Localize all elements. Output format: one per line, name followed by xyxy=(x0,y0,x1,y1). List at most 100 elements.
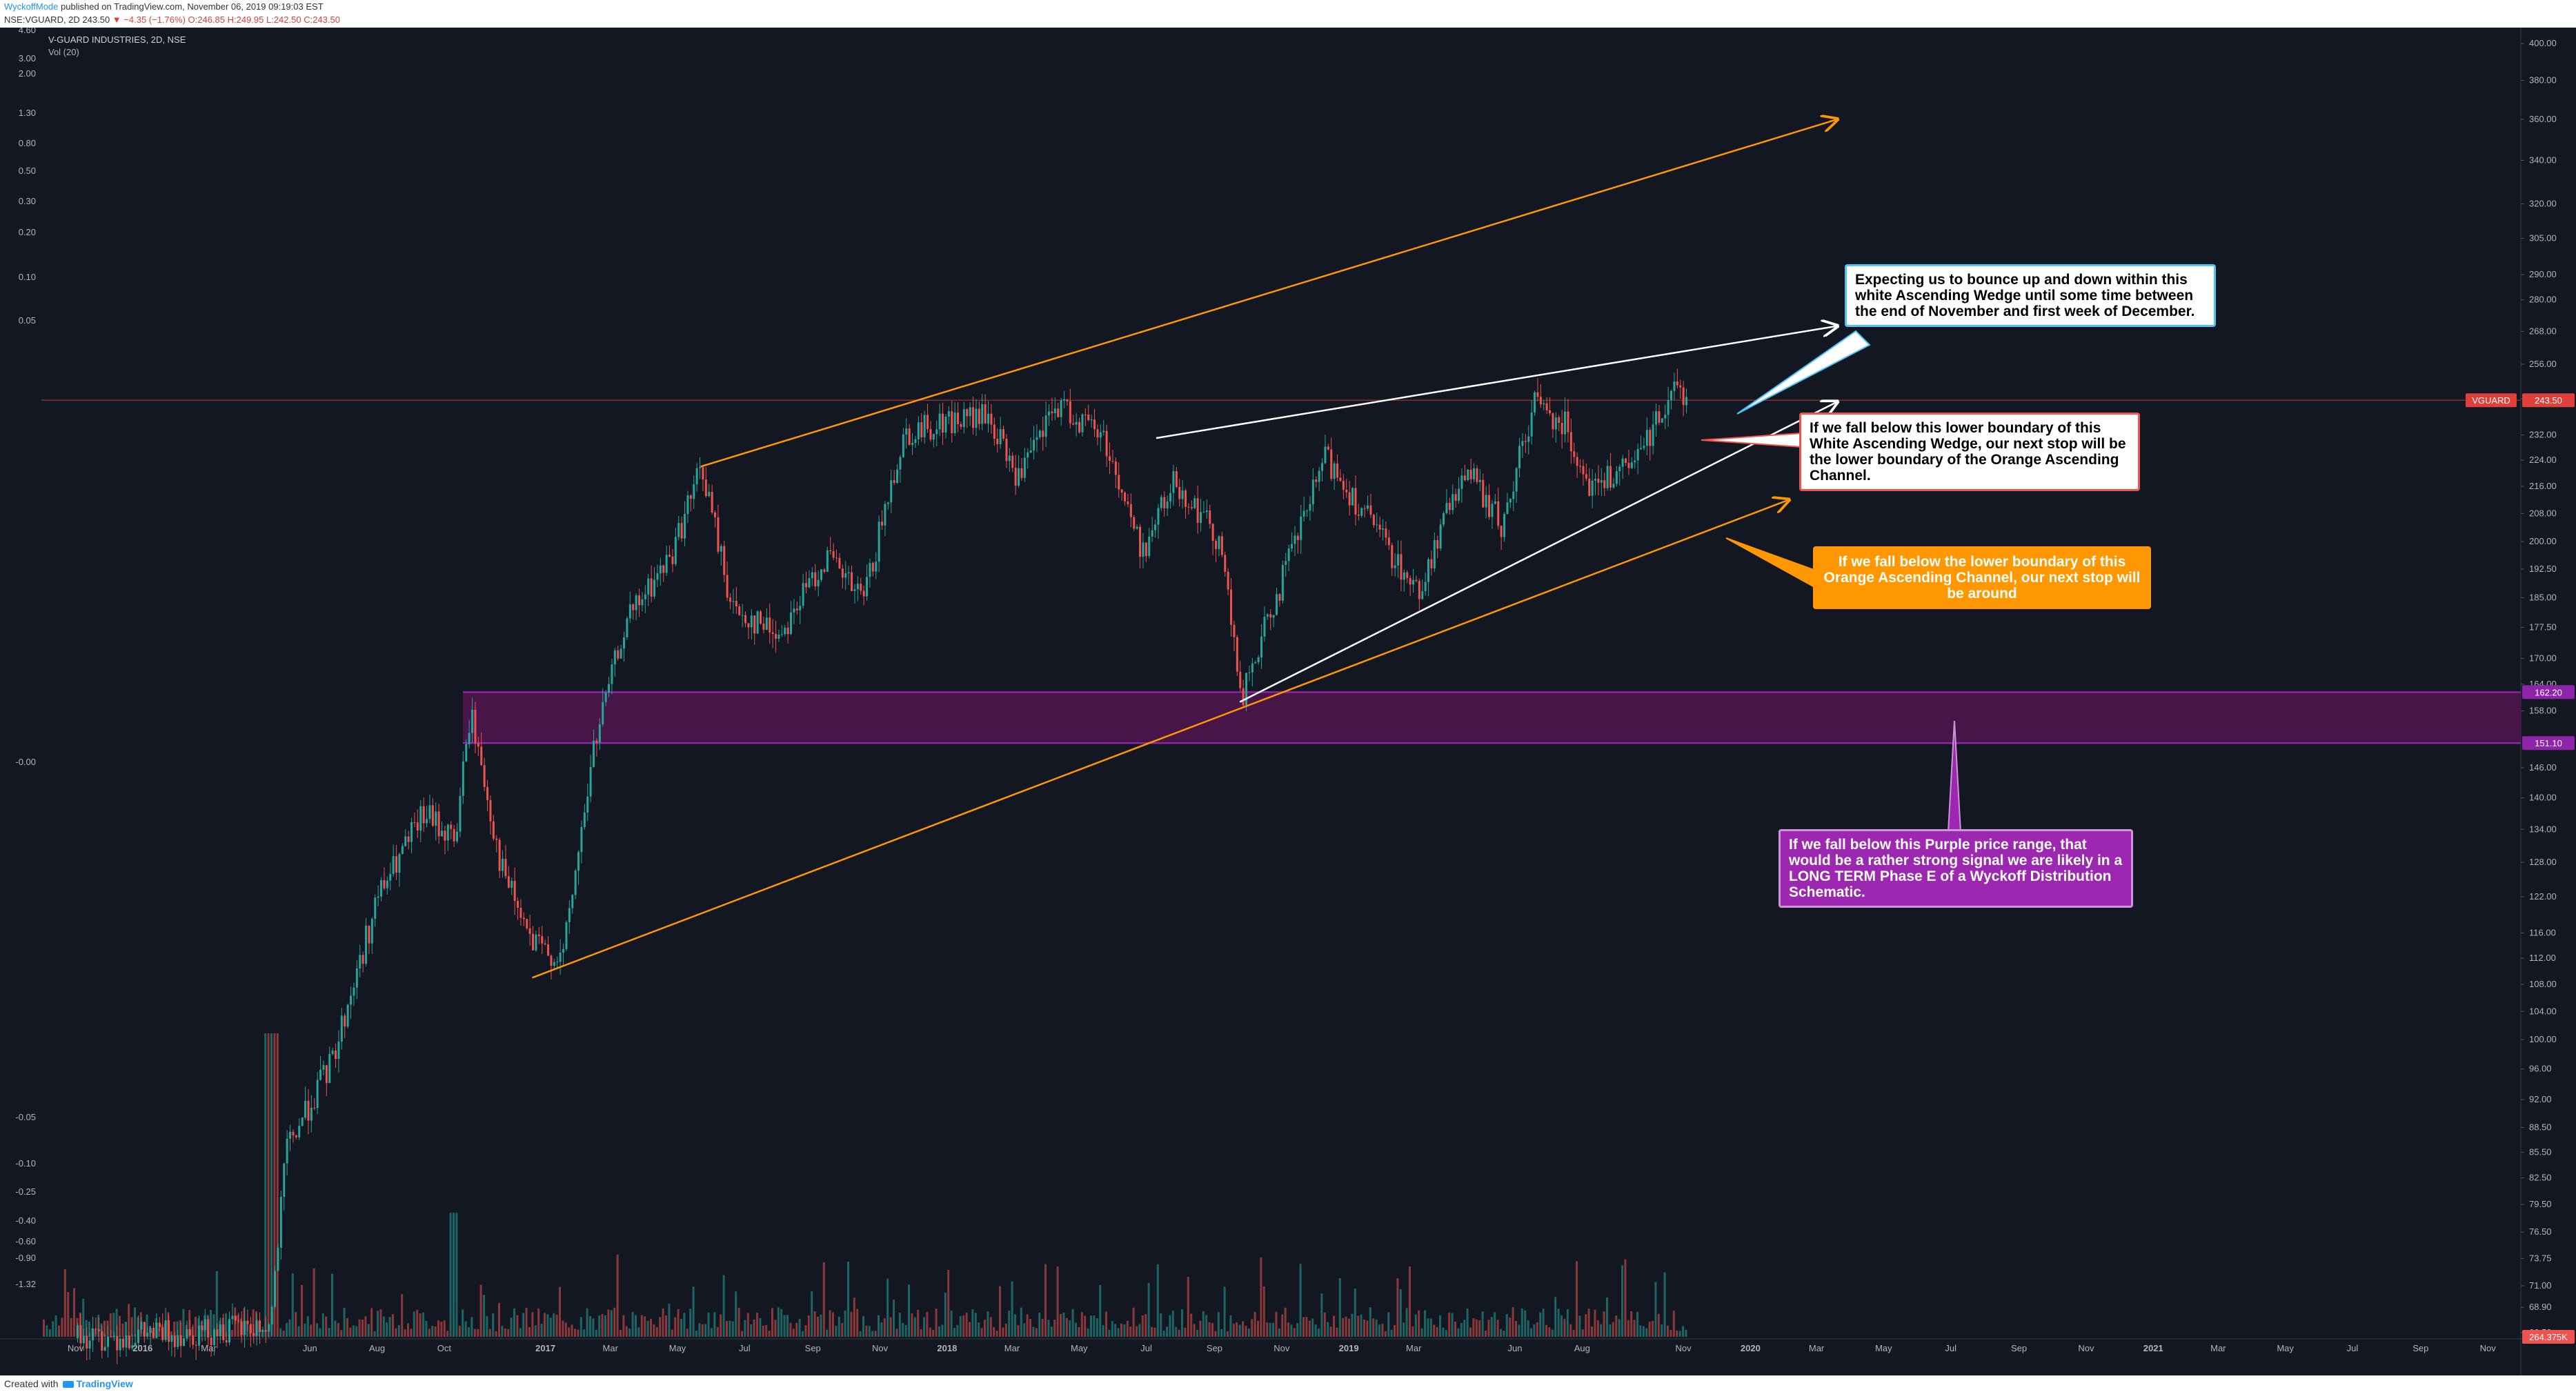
candle-body xyxy=(1543,403,1545,405)
candle-body xyxy=(1478,479,1481,482)
volume-bar xyxy=(865,1325,868,1337)
candle-body xyxy=(841,568,844,578)
candle-body xyxy=(741,615,744,616)
volume-bar xyxy=(756,1313,758,1337)
author-link[interactable]: WyckoffMode xyxy=(4,1,59,12)
volume-bar xyxy=(534,1325,537,1337)
volume-bar xyxy=(616,1254,619,1337)
candle-body xyxy=(1236,637,1238,672)
candle-body xyxy=(1306,510,1309,512)
zone-top-price-tag-bg xyxy=(2522,685,2575,699)
candle-body xyxy=(264,1330,267,1332)
volume-bar xyxy=(210,1309,212,1337)
volume-bar xyxy=(352,1325,355,1337)
candle-body xyxy=(225,1340,228,1343)
volume-bar xyxy=(234,1307,237,1337)
time-axis-label: Nov xyxy=(872,1343,889,1353)
candle-body xyxy=(1430,559,1433,569)
price-axis-label: 112.00 xyxy=(2529,953,2556,963)
time-axis-label: 2018 xyxy=(937,1343,957,1353)
candle-body xyxy=(301,1117,304,1126)
candle-body xyxy=(617,650,620,659)
volume-bar xyxy=(746,1313,749,1337)
candle-body xyxy=(886,502,889,504)
candle-body xyxy=(350,995,353,1005)
volume-bar xyxy=(1211,1322,1213,1337)
price-axis-label: 158.00 xyxy=(2529,706,2557,716)
candle-body xyxy=(653,579,656,597)
volume-bar xyxy=(1053,1320,1056,1337)
candle-body xyxy=(987,413,990,424)
chart-area[interactable]: 400.00 380.00 360.00 340.00 320.00 305.00 290.… xyxy=(0,28,2576,1375)
volume-bar xyxy=(313,1268,315,1337)
candle-body xyxy=(604,693,607,702)
volume-bar xyxy=(559,1286,561,1337)
volume-bar xyxy=(631,1311,634,1337)
price-axis-label: 79.50 xyxy=(2529,1199,2552,1209)
volume-bar xyxy=(498,1302,500,1337)
time-axis-label: Aug xyxy=(1574,1343,1590,1353)
candle-body xyxy=(277,1247,279,1271)
left-axis-label: 1.30 xyxy=(19,108,36,118)
candle-body xyxy=(450,824,453,829)
candle-body xyxy=(920,422,923,437)
volume-bar xyxy=(1515,1321,1517,1337)
candle-body xyxy=(389,873,392,881)
volume-bar xyxy=(1527,1320,1529,1337)
volume-bar xyxy=(731,1321,734,1337)
candle-body xyxy=(769,617,771,633)
left-axis-label: -1.32 xyxy=(15,1279,36,1289)
candle-body xyxy=(177,1335,179,1347)
volume-bar xyxy=(1008,1311,1011,1337)
volume-bar xyxy=(106,1320,109,1337)
candle-body xyxy=(1421,591,1424,599)
candle-body xyxy=(1518,446,1521,468)
candle-body xyxy=(1042,430,1044,437)
candle-body xyxy=(1114,461,1117,475)
volume-bar xyxy=(726,1321,728,1337)
candle-body xyxy=(938,413,941,430)
volume-bar xyxy=(898,1313,901,1337)
volume-bar xyxy=(453,1213,455,1337)
volume-bar xyxy=(1132,1307,1135,1337)
candle-body xyxy=(668,555,671,557)
candle-body xyxy=(1600,480,1603,483)
volume-bar xyxy=(377,1311,379,1337)
candle-body xyxy=(249,1324,252,1333)
candle-body xyxy=(662,565,665,573)
volume-bar xyxy=(1418,1310,1420,1337)
candle-body xyxy=(1345,489,1348,493)
volume-bar xyxy=(762,1325,764,1337)
candle-body xyxy=(1193,498,1196,508)
candle-body xyxy=(860,584,862,591)
candle-body xyxy=(1276,594,1278,615)
candle-body xyxy=(1573,451,1576,457)
volume-bar xyxy=(989,1317,992,1337)
candle-body xyxy=(1627,462,1630,468)
candle-body xyxy=(695,468,698,485)
candle-body xyxy=(1093,419,1096,430)
candle-body xyxy=(1300,517,1302,540)
volume-bar xyxy=(528,1326,531,1337)
candle-body xyxy=(507,876,510,888)
volume-bar xyxy=(1084,1315,1087,1337)
volume-bar xyxy=(1096,1318,1098,1337)
candle-body xyxy=(407,836,410,842)
volume-bar xyxy=(1672,1311,1675,1337)
volume-bar xyxy=(176,1321,179,1337)
candle-body xyxy=(1363,508,1366,509)
candle-body xyxy=(1473,468,1476,479)
volume-bar xyxy=(1136,1326,1138,1337)
volume-bar xyxy=(671,1329,673,1337)
price-axis-label: 290.00 xyxy=(2529,269,2557,279)
volume-bar xyxy=(1424,1310,1426,1337)
volume-bar xyxy=(1396,1278,1399,1337)
candle-body xyxy=(446,824,449,841)
candle-body xyxy=(79,1325,82,1344)
tradingview-brand[interactable]: TradingView xyxy=(76,1378,133,1389)
volume-bar xyxy=(1242,1321,1244,1337)
price-chart[interactable]: 400.00 380.00 360.00 340.00 320.00 305.00 290.… xyxy=(0,28,2576,1375)
candle-body xyxy=(1148,536,1151,557)
volume-bar xyxy=(355,1326,358,1337)
candle-body xyxy=(756,611,759,634)
